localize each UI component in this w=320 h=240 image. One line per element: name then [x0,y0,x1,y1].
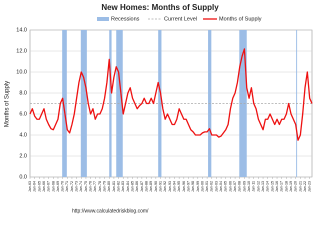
x-tick-label: Jan-08 [238,181,242,192]
x-tick-label: Jan-92 [163,181,167,192]
x-tick-label: Jan-13 [261,181,265,192]
x-tick-label: Jan-22 [303,181,307,192]
x-tick-label: Jan-72 [70,181,74,192]
x-tick-label: Jan-95 [177,181,181,192]
x-tick-label: Jan-11 [252,181,256,192]
recession-band [239,30,247,177]
x-tick-label: Jan-99 [196,181,200,192]
x-tick-label: Jan-83 [121,181,125,192]
x-tick-label: Jan-98 [191,181,195,192]
x-tick-label: Jan-70 [61,181,65,192]
y-tick-label: 10.0 [16,69,27,75]
x-tick-label: Jan-63 [28,181,32,192]
data-line [29,48,313,141]
x-tick-label: Jan-75 [84,181,88,192]
x-tick-label: Jan-82 [117,181,121,192]
x-tick-label: Jan-21 [298,181,302,192]
x-tick-label: Jan-18 [284,181,288,192]
x-tick-label: Jan-14 [266,181,270,192]
x-tick-label: Jan-05 [224,181,228,192]
recession-band [62,30,67,177]
x-tick-label: Jan-09 [242,181,246,192]
legend-label: Current Level [164,16,197,22]
x-tick-label: Jan-12 [256,181,260,192]
x-tick-label: Jan-85 [130,181,134,192]
x-tick-label: Jan-65 [37,181,41,192]
x-tick-label: Jan-93 [168,181,172,192]
y-tick-label: 12.0 [16,48,27,54]
x-tick-label: Jan-80 [107,181,111,192]
x-tick-label: Jan-97 [186,181,190,192]
x-tick-label: Jan-71 [65,181,69,192]
source-url: http://www.calculatedriskblog.com/ [72,208,149,214]
x-tick-label: Jan-10 [247,181,251,192]
x-tick-label: Jan-84 [126,181,130,192]
legend-swatch [97,17,109,21]
y-tick-label: 6.0 [19,111,27,117]
x-tick-label: Jan-73 [75,181,79,192]
recession-band [109,30,112,177]
x-tick-label: Jan-64 [33,181,37,192]
x-tick-label: Jan-74 [79,181,83,192]
x-tick-label: Jan-19 [289,181,293,192]
x-tick-label: Jan-20 [294,181,298,192]
legend-label: Months of Supply [219,16,262,22]
x-tick-label: Jan-69 [56,181,60,192]
x-tick-label: Jan-96 [182,181,186,192]
x-tick-label: Jan-86 [135,181,139,192]
x-tick-label: Jan-06 [228,181,232,192]
x-tick-label: Jan-04 [219,181,223,192]
x-tick-label: Jan-90 [154,181,158,192]
chart-title: New Homes: Months of Supply [101,3,219,12]
chart: New Homes: Months of Supply Months of Su… [5,3,313,214]
x-tick-label: Jan-07 [233,181,237,192]
legend-label: Recessions [111,16,140,22]
x-tick-label: Jan-67 [47,181,51,192]
y-tick-label: 4.0 [19,132,27,138]
y-tick-label: 0.0 [19,174,27,180]
x-tick-label: Jan-81 [112,181,116,192]
x-tick-label: Jan-16 [275,181,279,192]
x-tick-label: Jan-91 [158,181,162,192]
x-tick-label: Jan-02 [210,181,214,192]
x-tick-label: Jan-03 [214,181,218,192]
x-tick-label: Jan-94 [172,181,176,192]
y-tick-label: 2.0 [19,153,27,159]
x-tick-label: Jan-17 [280,181,284,192]
x-tick-label: Jan-87 [140,181,144,192]
x-tick-label: Jan-88 [144,181,148,192]
x-tick-label: Jan-15 [270,181,274,192]
x-tick-label: Jan-77 [93,181,97,192]
x-tick-label: Jan-89 [149,181,153,192]
x-tick-label: Jan-23 [308,181,312,192]
x-tick-label: Jan-66 [42,181,46,192]
y-axis-label: Months of Supply [5,81,11,127]
x-tick-label: Jan-78 [98,181,102,192]
y-tick-label: 8.0 [19,90,27,96]
x-tick-label: Jan-00 [200,181,204,192]
x-tick-label: Jan-79 [103,181,107,192]
x-tick-label: Jan-01 [205,181,209,192]
x-tick-label: Jan-68 [51,181,55,192]
y-tick-label: 14.0 [16,27,27,33]
x-tick-label: Jan-76 [89,181,93,192]
